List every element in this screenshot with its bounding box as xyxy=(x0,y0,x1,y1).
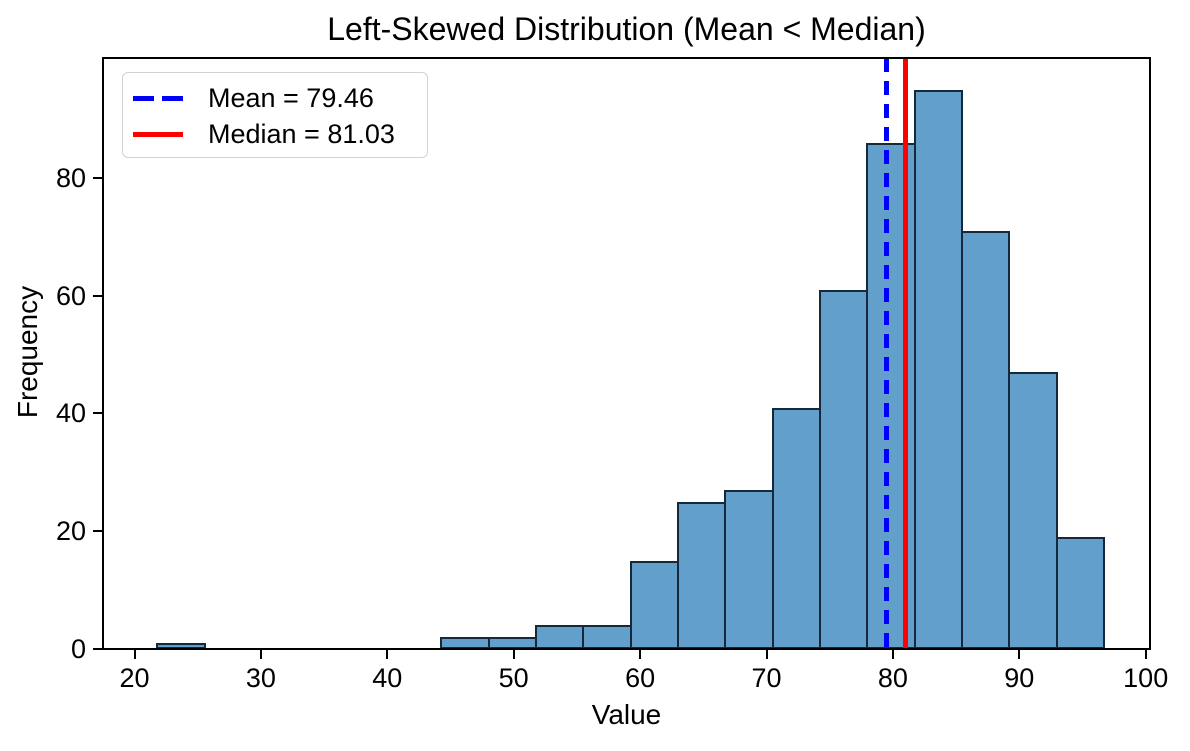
y-tick-label: 40 xyxy=(55,398,86,429)
x-tick-label: 30 xyxy=(245,663,276,693)
histogram-bar xyxy=(1055,537,1105,649)
y-tick-mark xyxy=(93,176,102,179)
histogram-bar xyxy=(724,490,774,649)
mean-dashed-line-swatch xyxy=(133,95,183,101)
x-tick-mark xyxy=(512,650,515,659)
histogram-bar xyxy=(1008,372,1058,649)
median-solid-line-swatch xyxy=(133,131,183,137)
y-tick-label: 80 xyxy=(55,162,86,193)
x-tick-mark xyxy=(259,650,262,659)
y-tick-label: 0 xyxy=(70,634,86,664)
y-tick-mark xyxy=(93,648,102,650)
x-tick-label: 40 xyxy=(372,663,403,693)
x-tick-mark xyxy=(765,650,768,659)
legend-row-mean: Mean = 79.46 xyxy=(133,80,415,116)
histogram-bar xyxy=(913,89,963,649)
x-tick-label: 90 xyxy=(1004,663,1035,693)
histogram-bar xyxy=(582,625,632,649)
histogram-bar xyxy=(961,230,1011,649)
left-spine xyxy=(102,57,104,650)
y-tick-mark xyxy=(93,412,102,415)
x-axis-label: Value xyxy=(591,699,662,730)
histogram-bar xyxy=(677,501,727,649)
x-tick-mark xyxy=(639,650,642,659)
histogram-bar xyxy=(534,625,585,649)
x-tick-mark xyxy=(1144,650,1147,659)
y-tick-mark xyxy=(93,530,102,533)
x-tick-label: 50 xyxy=(498,663,529,693)
x-tick-label: 60 xyxy=(625,663,656,693)
x-tick-label: 80 xyxy=(877,663,908,693)
chart-title: Left-Skewed Distribution (Mean < Median) xyxy=(327,11,926,47)
y-tick-label: 60 xyxy=(55,280,86,311)
right-spine xyxy=(1149,57,1151,650)
plot-area xyxy=(103,58,1150,649)
legend: Mean = 79.46 Median = 81.03 xyxy=(122,72,428,158)
histogram-bar xyxy=(629,560,679,649)
histogram-bar xyxy=(771,407,821,649)
y-tick-label: 20 xyxy=(55,516,86,547)
bottom-spine xyxy=(102,648,1151,650)
top-spine xyxy=(102,57,1151,59)
legend-label-median: Median = 81.03 xyxy=(208,118,395,149)
x-tick-label: 100 xyxy=(1123,663,1169,693)
x-tick-label: 20 xyxy=(119,663,150,693)
median-line xyxy=(903,58,909,649)
x-tick-label: 70 xyxy=(751,663,782,693)
x-tick-mark xyxy=(891,650,894,659)
legend-row-median: Median = 81.03 xyxy=(133,116,415,152)
legend-label-mean: Mean = 79.46 xyxy=(208,82,374,113)
x-tick-mark xyxy=(133,650,136,659)
histogram-bar xyxy=(819,289,869,649)
y-tick-mark xyxy=(93,294,102,297)
x-tick-mark xyxy=(1018,650,1021,659)
mean-line xyxy=(883,58,889,649)
y-axis-label: Frequency xyxy=(12,285,43,419)
x-tick-mark xyxy=(386,650,389,659)
